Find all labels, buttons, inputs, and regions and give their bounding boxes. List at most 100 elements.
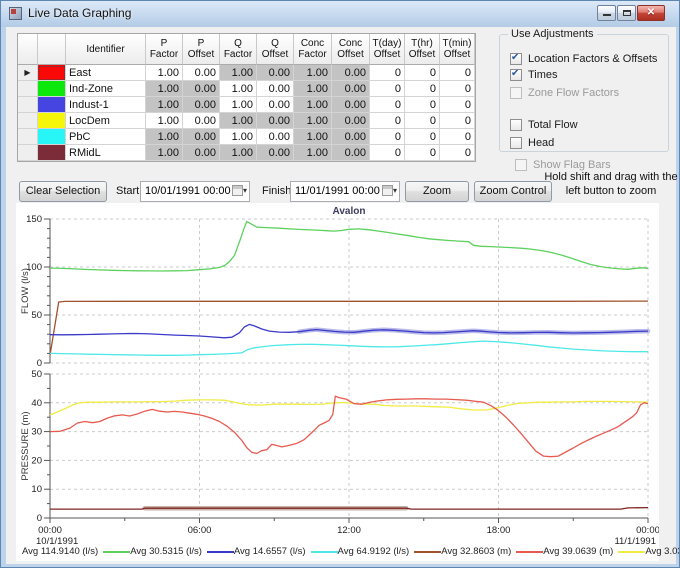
title-bar[interactable]: Live Data Graphing ✕ xyxy=(1,1,679,27)
color-swatch-cell[interactable] xyxy=(38,65,66,81)
column-header-t-day-[interactable]: T(day) Offset xyxy=(370,34,405,65)
value-cell[interactable]: 1.00 xyxy=(294,145,332,161)
zoom-control-button[interactable]: Zoom Control xyxy=(474,181,552,202)
identifier-cell[interactable]: East xyxy=(66,65,146,81)
clear-selection-button[interactable]: Clear Selection xyxy=(19,181,107,202)
value-cell[interactable]: 0 xyxy=(405,145,440,161)
value-cell[interactable]: 0.00 xyxy=(257,81,294,97)
value-cell[interactable]: 1.00 xyxy=(294,129,332,145)
value-cell[interactable]: 1.00 xyxy=(294,97,332,113)
column-header-p[interactable]: P Offset xyxy=(183,34,220,65)
value-cell[interactable]: 0 xyxy=(405,65,440,81)
value-cell[interactable]: 0.00 xyxy=(332,145,370,161)
value-cell[interactable]: 0.00 xyxy=(332,97,370,113)
close-button[interactable]: ✕ xyxy=(637,5,665,21)
value-cell[interactable]: 0 xyxy=(370,81,405,97)
value-cell[interactable]: 1.00 xyxy=(220,81,257,97)
value-cell[interactable]: 1.00 xyxy=(294,113,332,129)
value-cell[interactable]: 0 xyxy=(370,97,405,113)
color-swatch-cell[interactable] xyxy=(38,129,66,145)
column-header-conc[interactable]: Conc Factor xyxy=(294,34,332,65)
checkbox-box[interactable] xyxy=(510,137,522,149)
value-cell[interactable]: 0.00 xyxy=(183,113,220,129)
zoom-range-button[interactable]: Zoom Range xyxy=(405,181,469,216)
column-header-conc[interactable]: Conc Offset xyxy=(332,34,370,65)
value-cell[interactable]: 0 xyxy=(405,129,440,145)
value-cell[interactable]: 0.00 xyxy=(257,129,294,145)
column-header-q[interactable]: Q Factor xyxy=(220,34,257,65)
value-cell[interactable]: 0 xyxy=(370,113,405,129)
value-cell[interactable]: 0 xyxy=(370,65,405,81)
column-header-t-hr-[interactable]: T(hr) Offset xyxy=(405,34,440,65)
row-selector[interactable] xyxy=(18,97,38,113)
checkbox-total-flow[interactable]: Total Flow xyxy=(510,119,578,133)
value-cell[interactable]: 1.00 xyxy=(146,113,183,129)
finish-calendar-dropdown-button[interactable]: ▾ xyxy=(373,185,397,198)
color-swatch-cell[interactable] xyxy=(38,113,66,129)
column-header-q[interactable]: Q Offset xyxy=(257,34,294,65)
value-cell[interactable]: 0.00 xyxy=(183,145,220,161)
column-header-identifier[interactable]: Identifier xyxy=(66,34,146,65)
value-cell[interactable]: 1.00 xyxy=(294,65,332,81)
value-cell[interactable]: 1.00 xyxy=(146,97,183,113)
column-header-t-min-[interactable]: T(min) Offset xyxy=(440,34,475,65)
color-swatch-cell[interactable] xyxy=(38,81,66,97)
value-cell[interactable]: 0.00 xyxy=(257,65,294,81)
checkbox-head[interactable]: Head xyxy=(510,137,554,151)
value-cell[interactable]: 0.00 xyxy=(332,81,370,97)
color-swatch-cell[interactable] xyxy=(38,97,66,113)
value-cell[interactable]: 0.00 xyxy=(183,65,220,81)
start-calendar-dropdown-button[interactable]: ▾ xyxy=(223,185,247,198)
value-cell[interactable]: 0.00 xyxy=(257,97,294,113)
value-cell[interactable]: 0 xyxy=(440,113,475,129)
checkbox-box[interactable] xyxy=(510,68,522,81)
maximize-button[interactable] xyxy=(617,5,636,21)
checkbox-location-factors-offsets[interactable]: Location Factors & Offsets xyxy=(510,52,657,67)
value-cell[interactable]: 0 xyxy=(370,129,405,145)
row-selector[interactable] xyxy=(18,113,38,129)
value-cell[interactable]: 1.00 xyxy=(220,65,257,81)
value-cell[interactable]: 1.00 xyxy=(220,129,257,145)
row-selector[interactable] xyxy=(18,81,38,97)
identifier-cell[interactable]: Indust-1 xyxy=(66,97,146,113)
checkbox-times[interactable]: Times xyxy=(510,68,558,83)
value-cell[interactable]: 1.00 xyxy=(146,145,183,161)
value-cell[interactable]: 0.00 xyxy=(183,97,220,113)
minimize-button[interactable] xyxy=(597,5,616,21)
value-cell[interactable]: 1.00 xyxy=(220,97,257,113)
color-swatch-cell[interactable] xyxy=(38,145,66,161)
identifier-cell[interactable]: RMidL xyxy=(66,145,146,161)
value-cell[interactable]: 0 xyxy=(405,97,440,113)
value-cell[interactable]: 0 xyxy=(440,65,475,81)
row-selector[interactable] xyxy=(18,129,38,145)
value-cell[interactable]: 0.00 xyxy=(332,113,370,129)
value-cell[interactable]: 1.00 xyxy=(146,81,183,97)
value-cell[interactable]: 1.00 xyxy=(146,129,183,145)
value-cell[interactable]: 0 xyxy=(405,113,440,129)
row-selector[interactable]: ▶ xyxy=(18,65,38,81)
value-cell[interactable]: 0.00 xyxy=(257,145,294,161)
value-cell[interactable]: 0 xyxy=(440,129,475,145)
value-cell[interactable]: 0.00 xyxy=(332,129,370,145)
value-cell[interactable]: 1.00 xyxy=(220,113,257,129)
column-header-p[interactable]: P Factor xyxy=(146,34,183,65)
value-cell[interactable]: 0.00 xyxy=(257,113,294,129)
value-cell[interactable]: 0.00 xyxy=(183,81,220,97)
identifier-cell[interactable]: Ind-Zone xyxy=(66,81,146,97)
value-cell[interactable]: 0 xyxy=(440,81,475,97)
value-cell[interactable]: 0 xyxy=(370,145,405,161)
start-datetime-picker[interactable]: 10/01/1991 00:00 ▾ xyxy=(140,181,250,202)
checkbox-box[interactable] xyxy=(510,119,522,131)
checkbox-box[interactable] xyxy=(510,52,522,65)
value-cell[interactable]: 0 xyxy=(440,97,475,113)
value-cell[interactable]: 1.00 xyxy=(146,65,183,81)
identifier-cell[interactable]: PbC xyxy=(66,129,146,145)
value-cell[interactable]: 0 xyxy=(405,81,440,97)
value-cell[interactable]: 0.00 xyxy=(183,129,220,145)
identifier-cell[interactable]: LocDem xyxy=(66,113,146,129)
value-cell[interactable]: 1.00 xyxy=(294,81,332,97)
row-selector[interactable] xyxy=(18,145,38,161)
value-cell[interactable]: 0 xyxy=(440,145,475,161)
value-cell[interactable]: 0.00 xyxy=(332,65,370,81)
